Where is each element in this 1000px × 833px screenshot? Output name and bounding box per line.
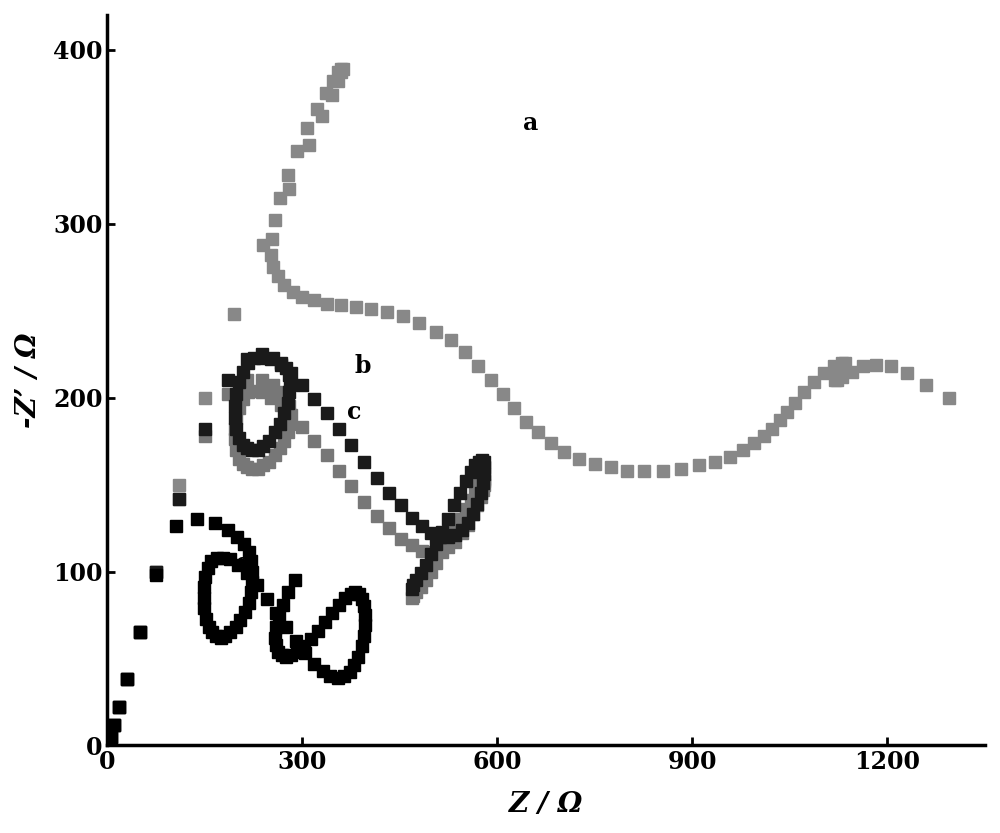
Text: a: a [523,111,539,135]
X-axis label: Z / Ω: Z / Ω [509,791,583,818]
Text: d: d [236,551,253,575]
Text: c: c [347,400,361,423]
Y-axis label: -Z’ / Ω: -Z’ / Ω [15,332,42,428]
Text: b: b [354,354,371,378]
